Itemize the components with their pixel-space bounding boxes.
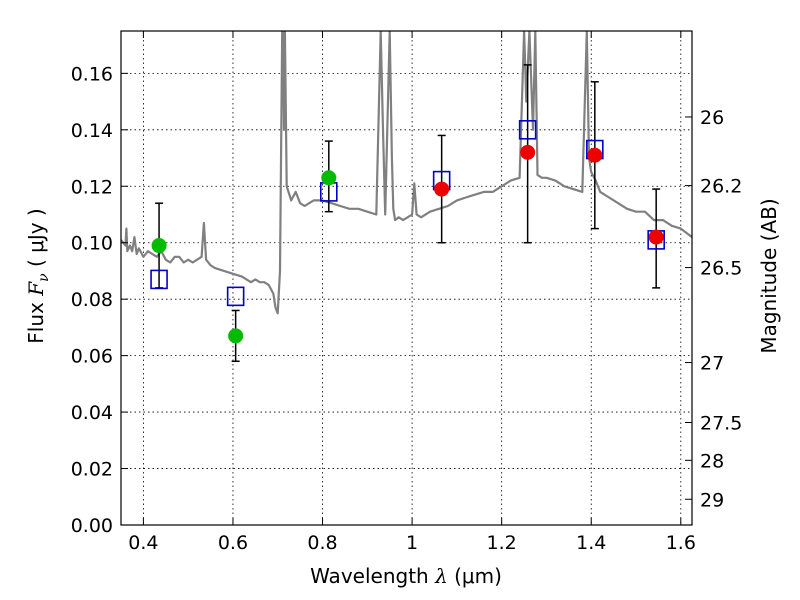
y-axis-label: Flux Fν ( μJy ) bbox=[24, 208, 52, 343]
y-tick-label: 0.12 bbox=[71, 176, 113, 198]
x-tick-label: 1.4 bbox=[576, 532, 606, 554]
axis-ticks: 0.4 0.6 0.8 1 1.2 1.4 1.6 0.00 0.02 0.04 0.06 0.08 0… bbox=[71, 31, 742, 554]
magnitude-tick-label: 26.5 bbox=[700, 258, 742, 280]
y-axis-label-prefix: Flux bbox=[24, 296, 48, 344]
photometry-point bbox=[228, 328, 244, 344]
x-tick-label: 0.4 bbox=[128, 532, 158, 554]
magnitude-tick-label: 26.2 bbox=[700, 176, 742, 198]
x-axis-label: Wavelength λ (μm) bbox=[310, 564, 502, 588]
y-tick-label: 0.00 bbox=[71, 515, 113, 537]
plot-frame bbox=[120, 30, 693, 526]
x-tick-label: 1 bbox=[406, 532, 418, 554]
photometry-series bbox=[151, 144, 664, 344]
y-tick-label: 0.14 bbox=[71, 120, 113, 142]
x-tick-label: 1.6 bbox=[666, 532, 696, 554]
photometry-point bbox=[321, 170, 337, 186]
magnitude-tick-label: 29 bbox=[700, 489, 724, 511]
y-tick-label: 0.16 bbox=[71, 63, 113, 85]
y-tick-label: 0.06 bbox=[71, 346, 113, 368]
model-sed-line bbox=[121, 31, 692, 315]
grid bbox=[121, 31, 692, 525]
photometry-point bbox=[587, 147, 603, 163]
model-band-flux-series bbox=[150, 120, 665, 307]
magnitude-axis-label: Magnitude (AB) bbox=[757, 198, 781, 353]
x-tick-label: 0.8 bbox=[307, 532, 337, 554]
model-band-flux-point bbox=[150, 269, 168, 290]
x-tick-label: 0.6 bbox=[218, 532, 248, 554]
magnitude-tick-label: 28 bbox=[700, 450, 724, 472]
magnitude-tick-label: 26 bbox=[700, 107, 724, 129]
photometry-point bbox=[520, 144, 536, 160]
photometry-point bbox=[434, 181, 450, 197]
y-tick-label: 0.10 bbox=[71, 233, 113, 255]
photometry-point bbox=[151, 238, 167, 254]
x-axis-label-symbol: λ bbox=[434, 564, 448, 588]
magnitude-tick-label: 27 bbox=[700, 353, 724, 375]
magnitude-tick-label: 27.5 bbox=[700, 413, 742, 435]
y-axis-label-symbol: F bbox=[24, 281, 48, 297]
model-band-flux-point bbox=[518, 120, 537, 140]
x-tick-label: 1.2 bbox=[487, 532, 517, 554]
y-tick-label: 0.02 bbox=[71, 459, 113, 481]
y-tick-label: 0.04 bbox=[71, 402, 113, 424]
y-axis-label-unit: ( μJy ) bbox=[24, 208, 48, 273]
model-band-flux-point bbox=[226, 286, 245, 307]
x-axis-label-prefix: Wavelength bbox=[310, 564, 435, 588]
x-axis-label-unit: (μm) bbox=[448, 564, 502, 588]
photometry-point bbox=[648, 229, 664, 245]
model-sed-series bbox=[121, 31, 692, 315]
y-tick-label: 0.08 bbox=[71, 289, 113, 311]
y-axis-label-subscript: ν bbox=[36, 273, 52, 282]
